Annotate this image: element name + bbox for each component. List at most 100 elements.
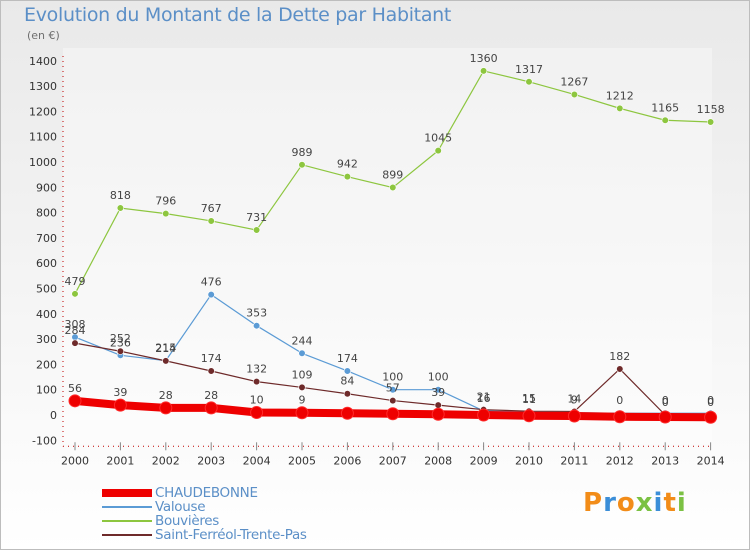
x-tick-label: 2009 bbox=[470, 454, 498, 467]
y-tick-label: 1300 bbox=[29, 80, 57, 93]
data-label: 100 bbox=[428, 371, 449, 384]
data-point bbox=[159, 401, 173, 415]
data-label: 39 bbox=[113, 386, 127, 399]
x-tick-label: 2002 bbox=[152, 454, 180, 467]
y-unit-label: (en €) bbox=[27, 29, 60, 42]
data-label: 818 bbox=[110, 189, 131, 202]
x-tick-label: 2001 bbox=[106, 454, 134, 467]
data-label: 0 bbox=[616, 394, 623, 407]
data-label: 899 bbox=[382, 169, 403, 182]
data-label: 353 bbox=[246, 307, 267, 320]
legend-label: Valouse bbox=[155, 499, 206, 515]
y-tick-label: -100 bbox=[32, 434, 57, 447]
data-point bbox=[434, 147, 442, 155]
data-point bbox=[207, 367, 215, 375]
logo-letter: i bbox=[676, 488, 687, 518]
logo-letter: P bbox=[583, 488, 604, 518]
data-label: 21 bbox=[477, 391, 491, 404]
data-label: 9 bbox=[299, 394, 306, 407]
data-point bbox=[116, 347, 124, 355]
y-tick-label: 700 bbox=[36, 232, 57, 245]
x-tick-label: 2011 bbox=[560, 454, 588, 467]
y-tick-label: 500 bbox=[36, 283, 57, 296]
y-tick-label: 400 bbox=[36, 308, 57, 321]
data-label: 214 bbox=[155, 342, 176, 355]
x-tick-label: 2006 bbox=[333, 454, 361, 467]
data-point bbox=[253, 378, 261, 386]
y-tick-label: 0 bbox=[50, 409, 57, 422]
data-point bbox=[298, 161, 306, 169]
data-point bbox=[434, 401, 442, 409]
data-label: 0 bbox=[662, 394, 669, 407]
y-tick-label: 800 bbox=[36, 207, 57, 220]
data-label: 942 bbox=[337, 158, 358, 171]
data-point bbox=[477, 408, 491, 422]
data-label: 479 bbox=[65, 275, 86, 288]
data-label: 1158 bbox=[697, 103, 725, 116]
data-point bbox=[661, 116, 669, 124]
data-point bbox=[567, 409, 581, 423]
logo-letter: r bbox=[603, 488, 617, 518]
data-point bbox=[431, 407, 445, 421]
data-point bbox=[298, 349, 306, 357]
x-tick-label: 2012 bbox=[606, 454, 634, 467]
logo-letter: x bbox=[635, 488, 654, 518]
data-point bbox=[343, 173, 352, 181]
data-label: 215 bbox=[155, 342, 176, 355]
x-tick-label: 2008 bbox=[424, 454, 452, 467]
data-point bbox=[207, 217, 215, 225]
data-point bbox=[71, 290, 79, 298]
x-tick-label: 2007 bbox=[379, 454, 407, 467]
legend-swatch bbox=[102, 506, 152, 508]
legend-label: Saint-Ferréol-Trente-Pas bbox=[155, 527, 307, 543]
data-label: 56 bbox=[68, 382, 82, 395]
data-label: 796 bbox=[155, 195, 176, 208]
data-label: 1267 bbox=[560, 75, 588, 88]
data-point bbox=[389, 183, 397, 192]
data-label: 182 bbox=[609, 350, 630, 363]
logo-letter: i bbox=[653, 488, 664, 518]
data-point bbox=[162, 357, 170, 365]
plot-area bbox=[63, 48, 712, 445]
legend-label: Bouvières bbox=[155, 513, 220, 529]
legend-label: CHAUDEBONNE bbox=[155, 485, 258, 501]
data-point bbox=[480, 67, 488, 75]
chart-title: Evolution du Montant de la Dette par Hab… bbox=[24, 4, 452, 26]
data-point bbox=[68, 394, 82, 408]
data-point bbox=[113, 398, 127, 412]
data-point bbox=[343, 367, 352, 375]
x-tick-label: 2013 bbox=[651, 454, 679, 467]
x-tick-label: 2000 bbox=[61, 454, 89, 467]
legend-swatch bbox=[102, 489, 152, 497]
y-tick-label: 600 bbox=[36, 257, 57, 270]
proxiti-logo: Proxiti bbox=[583, 488, 687, 518]
y-tick-label: 900 bbox=[36, 181, 57, 194]
data-label: 244 bbox=[292, 334, 313, 347]
data-label: 0 bbox=[662, 396, 669, 409]
data-label: 1317 bbox=[515, 63, 543, 76]
data-point bbox=[616, 104, 624, 112]
data-point bbox=[295, 406, 309, 420]
data-label: 132 bbox=[246, 363, 267, 376]
data-label: 0 bbox=[707, 394, 714, 407]
data-point bbox=[298, 383, 306, 392]
data-point bbox=[253, 226, 261, 234]
data-point bbox=[343, 390, 352, 398]
data-point bbox=[253, 322, 261, 330]
legend-swatch bbox=[102, 534, 152, 536]
data-label: 84 bbox=[340, 375, 354, 388]
data-point bbox=[389, 396, 397, 405]
data-label: 731 bbox=[246, 211, 267, 224]
data-point bbox=[204, 401, 218, 415]
data-point bbox=[340, 406, 354, 420]
data-label: 28 bbox=[204, 389, 218, 402]
x-tick-label: 2010 bbox=[515, 454, 543, 467]
data-point bbox=[613, 410, 627, 424]
data-label: 39 bbox=[431, 386, 445, 399]
legend-swatch bbox=[102, 520, 152, 522]
data-label: 1165 bbox=[651, 101, 679, 114]
data-label: 14 bbox=[567, 392, 581, 405]
data-label: 15 bbox=[522, 392, 536, 405]
data-label: 28 bbox=[159, 389, 173, 402]
